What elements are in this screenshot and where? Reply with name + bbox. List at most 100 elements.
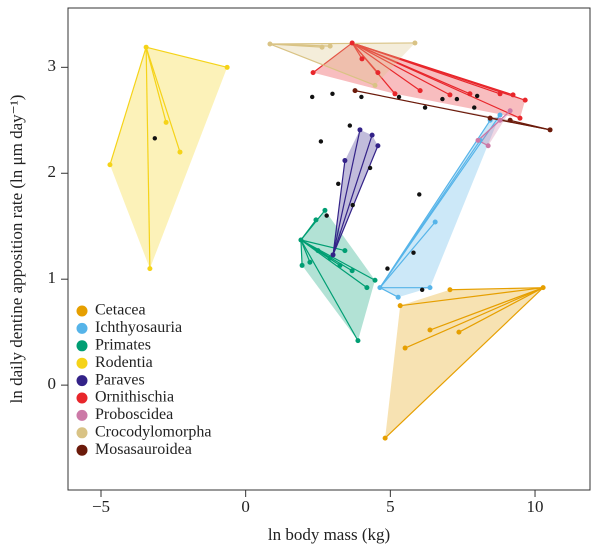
- ancestral-node: [475, 94, 479, 98]
- ancestral-node: [348, 123, 352, 127]
- point: [427, 328, 432, 333]
- point: [498, 112, 503, 117]
- point: [322, 208, 327, 213]
- point: [313, 217, 318, 222]
- hulls: [110, 43, 550, 438]
- legend-swatch: [77, 323, 88, 334]
- point: [350, 268, 355, 273]
- point: [392, 91, 397, 96]
- ancestral-node: [417, 192, 421, 196]
- legend-swatch: [77, 410, 88, 421]
- ancestral-node: [472, 105, 476, 109]
- point: [267, 42, 272, 47]
- legend-swatch: [77, 393, 88, 404]
- hull: [110, 47, 227, 268]
- point: [320, 45, 325, 50]
- point: [364, 285, 369, 290]
- point: [412, 40, 417, 45]
- x-tick-label: −5: [92, 497, 110, 516]
- ancestral-node: [423, 105, 427, 109]
- ancestral-node: [440, 97, 444, 101]
- point: [370, 133, 375, 138]
- point: [298, 237, 303, 242]
- point: [373, 278, 378, 283]
- x-tick-label: 10: [527, 497, 544, 516]
- legend-label: Cetacea: [95, 302, 146, 319]
- legend-label: Rodentia: [95, 354, 153, 371]
- x-tick-label: 5: [386, 497, 395, 516]
- y-tick-label: 2: [48, 162, 57, 181]
- y-axis-title: ln daily dentine apposition rate (ln μm …: [7, 95, 26, 404]
- ancestral-node: [455, 97, 459, 101]
- ancestral-node: [420, 288, 424, 292]
- point: [107, 162, 112, 167]
- y-tick-label: 1: [48, 268, 57, 287]
- x-tick-label: 0: [241, 497, 250, 516]
- point: [353, 88, 358, 93]
- point: [498, 91, 503, 96]
- point: [517, 116, 522, 121]
- point: [418, 88, 423, 93]
- legend-swatch: [77, 445, 88, 456]
- point: [147, 266, 152, 271]
- legend-swatch: [77, 306, 88, 317]
- ancestral-node: [397, 95, 401, 99]
- legend-label: Ichthyosauria: [95, 319, 182, 336]
- point: [511, 92, 516, 97]
- legend-label: Proboscidea: [95, 406, 173, 423]
- legend-label: Primates: [95, 336, 151, 353]
- point: [359, 56, 364, 61]
- point: [447, 92, 452, 97]
- point: [342, 248, 347, 253]
- point: [350, 40, 355, 45]
- legend-swatch: [77, 340, 88, 351]
- point: [508, 118, 513, 123]
- legend: CetaceaIchthyosauriaPrimatesRodentiaPara…: [77, 302, 212, 458]
- point: [398, 303, 403, 308]
- point: [300, 263, 305, 268]
- ancestral-node: [310, 95, 314, 99]
- point: [383, 436, 388, 441]
- point: [403, 346, 408, 351]
- ancestral-node: [336, 182, 340, 186]
- ancestral-node: [153, 136, 157, 140]
- point: [373, 83, 378, 88]
- point: [467, 91, 472, 96]
- legend-label: Ornithischia: [95, 389, 174, 406]
- point: [508, 108, 513, 113]
- ancestral-node: [351, 203, 355, 207]
- point: [377, 285, 382, 290]
- legend-swatch: [77, 358, 88, 369]
- point: [427, 285, 432, 290]
- point: [355, 338, 360, 343]
- point: [548, 127, 553, 132]
- legend-label: Mosasauroidea: [95, 441, 192, 458]
- legend-label: Paraves: [95, 371, 145, 388]
- chart: CetaceaIchthyosauriaPrimatesRodentiaPara…: [0, 0, 614, 547]
- point: [541, 285, 546, 290]
- point: [523, 98, 528, 103]
- point: [447, 287, 452, 292]
- point: [486, 143, 491, 148]
- point: [225, 65, 230, 70]
- point: [357, 127, 362, 132]
- point: [316, 248, 321, 253]
- point: [328, 44, 333, 49]
- ancestral-node: [324, 213, 328, 217]
- point: [331, 252, 336, 257]
- legend-swatch: [77, 427, 88, 438]
- point: [456, 330, 461, 335]
- point: [311, 70, 316, 75]
- point: [375, 70, 380, 75]
- point: [498, 118, 503, 123]
- point: [144, 45, 149, 50]
- legend-swatch: [77, 375, 88, 386]
- ancestral-node: [319, 139, 323, 143]
- point: [433, 219, 438, 224]
- ancestral-node: [385, 266, 389, 270]
- point: [375, 143, 380, 148]
- ancestral-node: [411, 251, 415, 255]
- point: [396, 295, 401, 300]
- point: [342, 158, 347, 163]
- y-tick-label: 3: [48, 56, 57, 75]
